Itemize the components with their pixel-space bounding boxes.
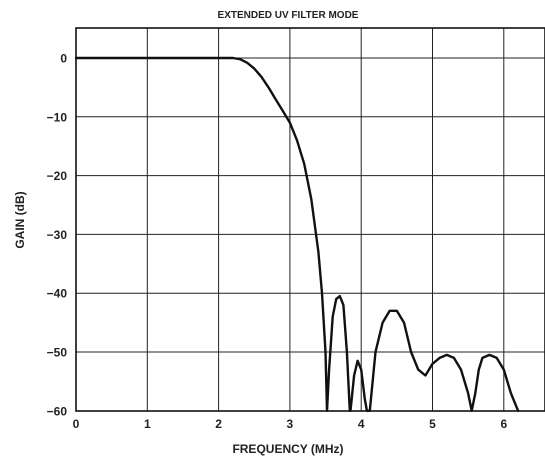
x-axis-title: FREQUENCY (MHz) — [232, 442, 343, 456]
gain-response-line-0 — [74, 56, 520, 412]
y-tick-label-2: −20 — [47, 169, 68, 183]
x-tick-label-0: 0 — [73, 417, 80, 431]
y-tick-label-1: −10 — [47, 110, 68, 124]
tick-labels: 0 1 2 3 4 5 6 0 −10 −20 −30 −40 −50 −60 — [47, 52, 508, 432]
y-tick-label-4: −40 — [47, 287, 68, 301]
data-layer — [74, 56, 520, 412]
x-tick-label-5: 5 — [429, 417, 436, 431]
y-tick-label-0: 0 — [60, 52, 67, 66]
x-tick-label-1: 1 — [144, 417, 151, 431]
chart-title: EXTENDED UV FILTER MODE — [218, 10, 359, 21]
x-tick-label-4: 4 — [358, 417, 365, 431]
plot-border — [75, 27, 545, 412]
x-tick-label-3: 3 — [287, 417, 294, 431]
y-tick-label-5: −50 — [47, 346, 68, 360]
grid — [76, 28, 545, 411]
x-tick-label-6: 6 — [500, 417, 507, 431]
y-tick-label-6: −60 — [47, 404, 68, 418]
x-tick-label-2: 2 — [215, 417, 222, 431]
y-axis-title: GAIN (dB) — [13, 191, 27, 248]
y-tick-label-3: −30 — [47, 228, 68, 242]
